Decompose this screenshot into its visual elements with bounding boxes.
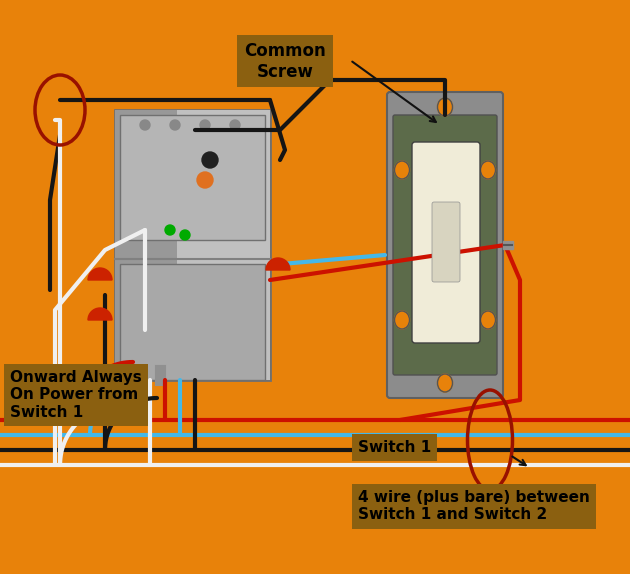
FancyBboxPatch shape bbox=[393, 115, 497, 375]
Text: Common
Screw: Common Screw bbox=[244, 42, 326, 81]
Ellipse shape bbox=[394, 311, 410, 329]
Bar bbox=[120, 115, 265, 240]
FancyBboxPatch shape bbox=[412, 142, 480, 343]
Wedge shape bbox=[88, 268, 112, 280]
Bar bbox=[503, 241, 513, 249]
Bar bbox=[177, 110, 270, 380]
Circle shape bbox=[180, 230, 190, 240]
Bar bbox=[115, 110, 270, 380]
Ellipse shape bbox=[437, 98, 452, 116]
Ellipse shape bbox=[481, 311, 496, 329]
Wedge shape bbox=[88, 308, 112, 320]
Circle shape bbox=[200, 120, 210, 130]
Text: Switch 1: Switch 1 bbox=[358, 440, 432, 455]
Ellipse shape bbox=[437, 374, 452, 392]
FancyBboxPatch shape bbox=[387, 92, 503, 398]
Ellipse shape bbox=[394, 161, 410, 179]
Circle shape bbox=[165, 225, 175, 235]
Bar bbox=[115, 110, 177, 380]
Circle shape bbox=[202, 152, 218, 168]
Ellipse shape bbox=[481, 161, 496, 179]
Wedge shape bbox=[266, 258, 290, 270]
Circle shape bbox=[140, 120, 150, 130]
Bar bbox=[120, 263, 265, 380]
Text: 4 wire (plus bare) between
Switch 1 and Switch 2: 4 wire (plus bare) between Switch 1 and … bbox=[358, 490, 590, 522]
Circle shape bbox=[170, 120, 180, 130]
Circle shape bbox=[230, 120, 240, 130]
Circle shape bbox=[197, 172, 213, 188]
FancyBboxPatch shape bbox=[432, 202, 460, 282]
Text: Onward Always
On Power from
Switch 1: Onward Always On Power from Switch 1 bbox=[10, 370, 142, 420]
